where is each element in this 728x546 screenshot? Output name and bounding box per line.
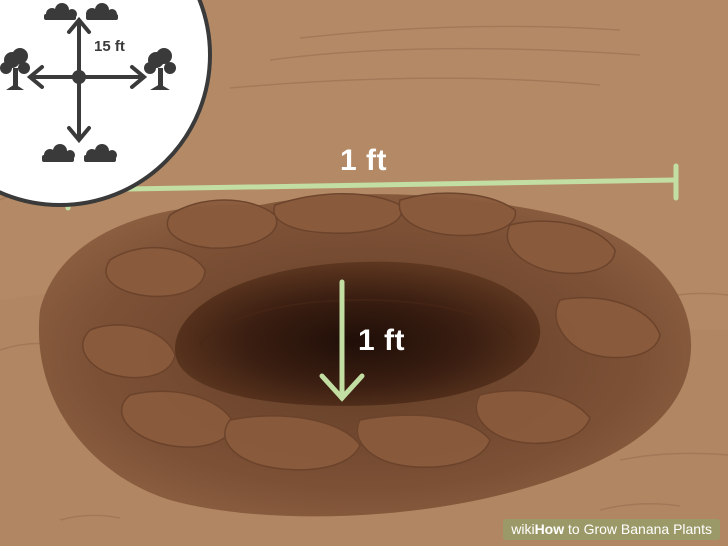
bush-icon (42, 144, 117, 162)
watermark-brand-strong: How (534, 521, 565, 537)
watermark-brand: wiki (511, 521, 535, 537)
spacing-label: 15 ft (94, 38, 125, 55)
depth-label: 1 ft (358, 324, 405, 357)
tree-icon (144, 48, 176, 90)
tree-icon (0, 48, 30, 90)
hole (175, 261, 541, 406)
spacing-diagram (0, 3, 176, 162)
bush-icon (44, 3, 118, 20)
width-label: 1 ft (340, 144, 387, 177)
wikihow-watermark: wikiHow to Grow Banana Plants (503, 519, 720, 540)
center-dot (72, 70, 86, 84)
watermark-text: to Grow Banana Plants (564, 521, 712, 537)
depth-arrow (319, 279, 365, 402)
